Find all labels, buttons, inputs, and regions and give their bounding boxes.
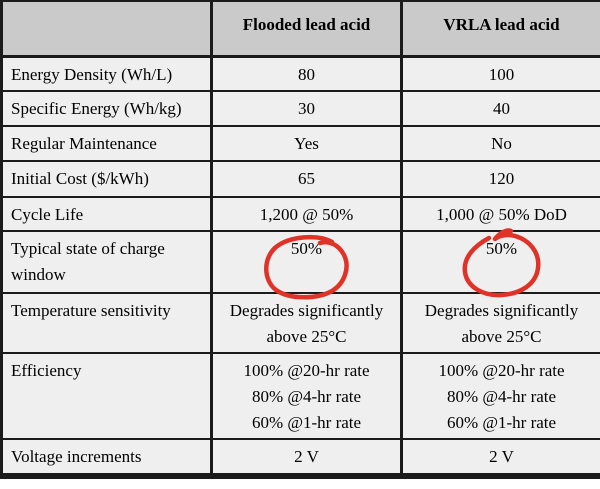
battery-comparison-table: Flooded lead acid VRLA lead acid Energy …: [0, 0, 600, 479]
flooded-value: 100% @20-hr rate 80% @4-hr rate 60% @1-h…: [210, 351, 403, 440]
flooded-value: Degrades significantly above 25°C: [210, 291, 403, 354]
header-cell-vrla: VRLA lead acid: [400, 0, 600, 58]
row-label: Voltage increments: [0, 437, 213, 477]
flooded-value-circled: 50%: [210, 229, 403, 294]
flooded-value: 65: [210, 159, 403, 198]
table-row-efficiency: Efficiency 100% @20-hr rate 80% @4-hr ra…: [0, 351, 600, 440]
vrla-value: 40: [400, 89, 600, 127]
header-cell-flooded: Flooded lead acid: [210, 0, 403, 58]
vrla-value: 100% @20-hr rate 80% @4-hr rate 60% @1-h…: [400, 351, 600, 440]
table-row-temperature-sensitivity: Temperature sensitivity Degrades signifi…: [0, 291, 600, 354]
row-label: Regular Maintenance: [0, 124, 213, 162]
vrla-value: Degrades significantly above 25°C: [400, 291, 600, 354]
table-row-energy-density: Energy Density (Wh/L) 80 100: [0, 55, 600, 92]
row-label: Temperature sensitivity: [0, 291, 213, 354]
row-label: Typical state of charge window: [0, 229, 213, 294]
vrla-value-circled: 50%: [400, 229, 600, 294]
vrla-value: 100: [400, 55, 600, 92]
header-cell-empty: [0, 0, 213, 58]
row-label: Specific Energy (Wh/kg): [0, 89, 213, 127]
table-row-regular-maintenance: Regular Maintenance Yes No: [0, 124, 600, 162]
table-row-state-of-charge-window: Typical state of charge window 50% 50%: [0, 229, 600, 294]
table-row-cycle-life: Cycle Life 1,200 @ 50% 1,000 @ 50% DoD: [0, 195, 600, 232]
flooded-value: Yes: [210, 124, 403, 162]
header-row: Flooded lead acid VRLA lead acid: [0, 0, 600, 58]
flooded-value: 30: [210, 89, 403, 127]
table-row-specific-energy: Specific Energy (Wh/kg) 30 40: [0, 89, 600, 127]
table-row-voltage-increments: Voltage increments 2 V 2 V: [0, 437, 600, 477]
vrla-value: No: [400, 124, 600, 162]
row-label: Initial Cost ($/kWh): [0, 159, 213, 198]
row-label: Cycle Life: [0, 195, 213, 232]
flooded-value: 1,200 @ 50%: [210, 195, 403, 232]
table-row-initial-cost: Initial Cost ($/kWh) 65 120: [0, 159, 600, 198]
flooded-value: 2 V: [210, 437, 403, 477]
vrla-value: 120: [400, 159, 600, 198]
vrla-value: 1,000 @ 50% DoD: [400, 195, 600, 232]
flooded-value: 80: [210, 55, 403, 92]
row-label: Energy Density (Wh/L): [0, 55, 213, 92]
row-label: Efficiency: [0, 351, 213, 440]
vrla-value: 2 V: [400, 437, 600, 477]
